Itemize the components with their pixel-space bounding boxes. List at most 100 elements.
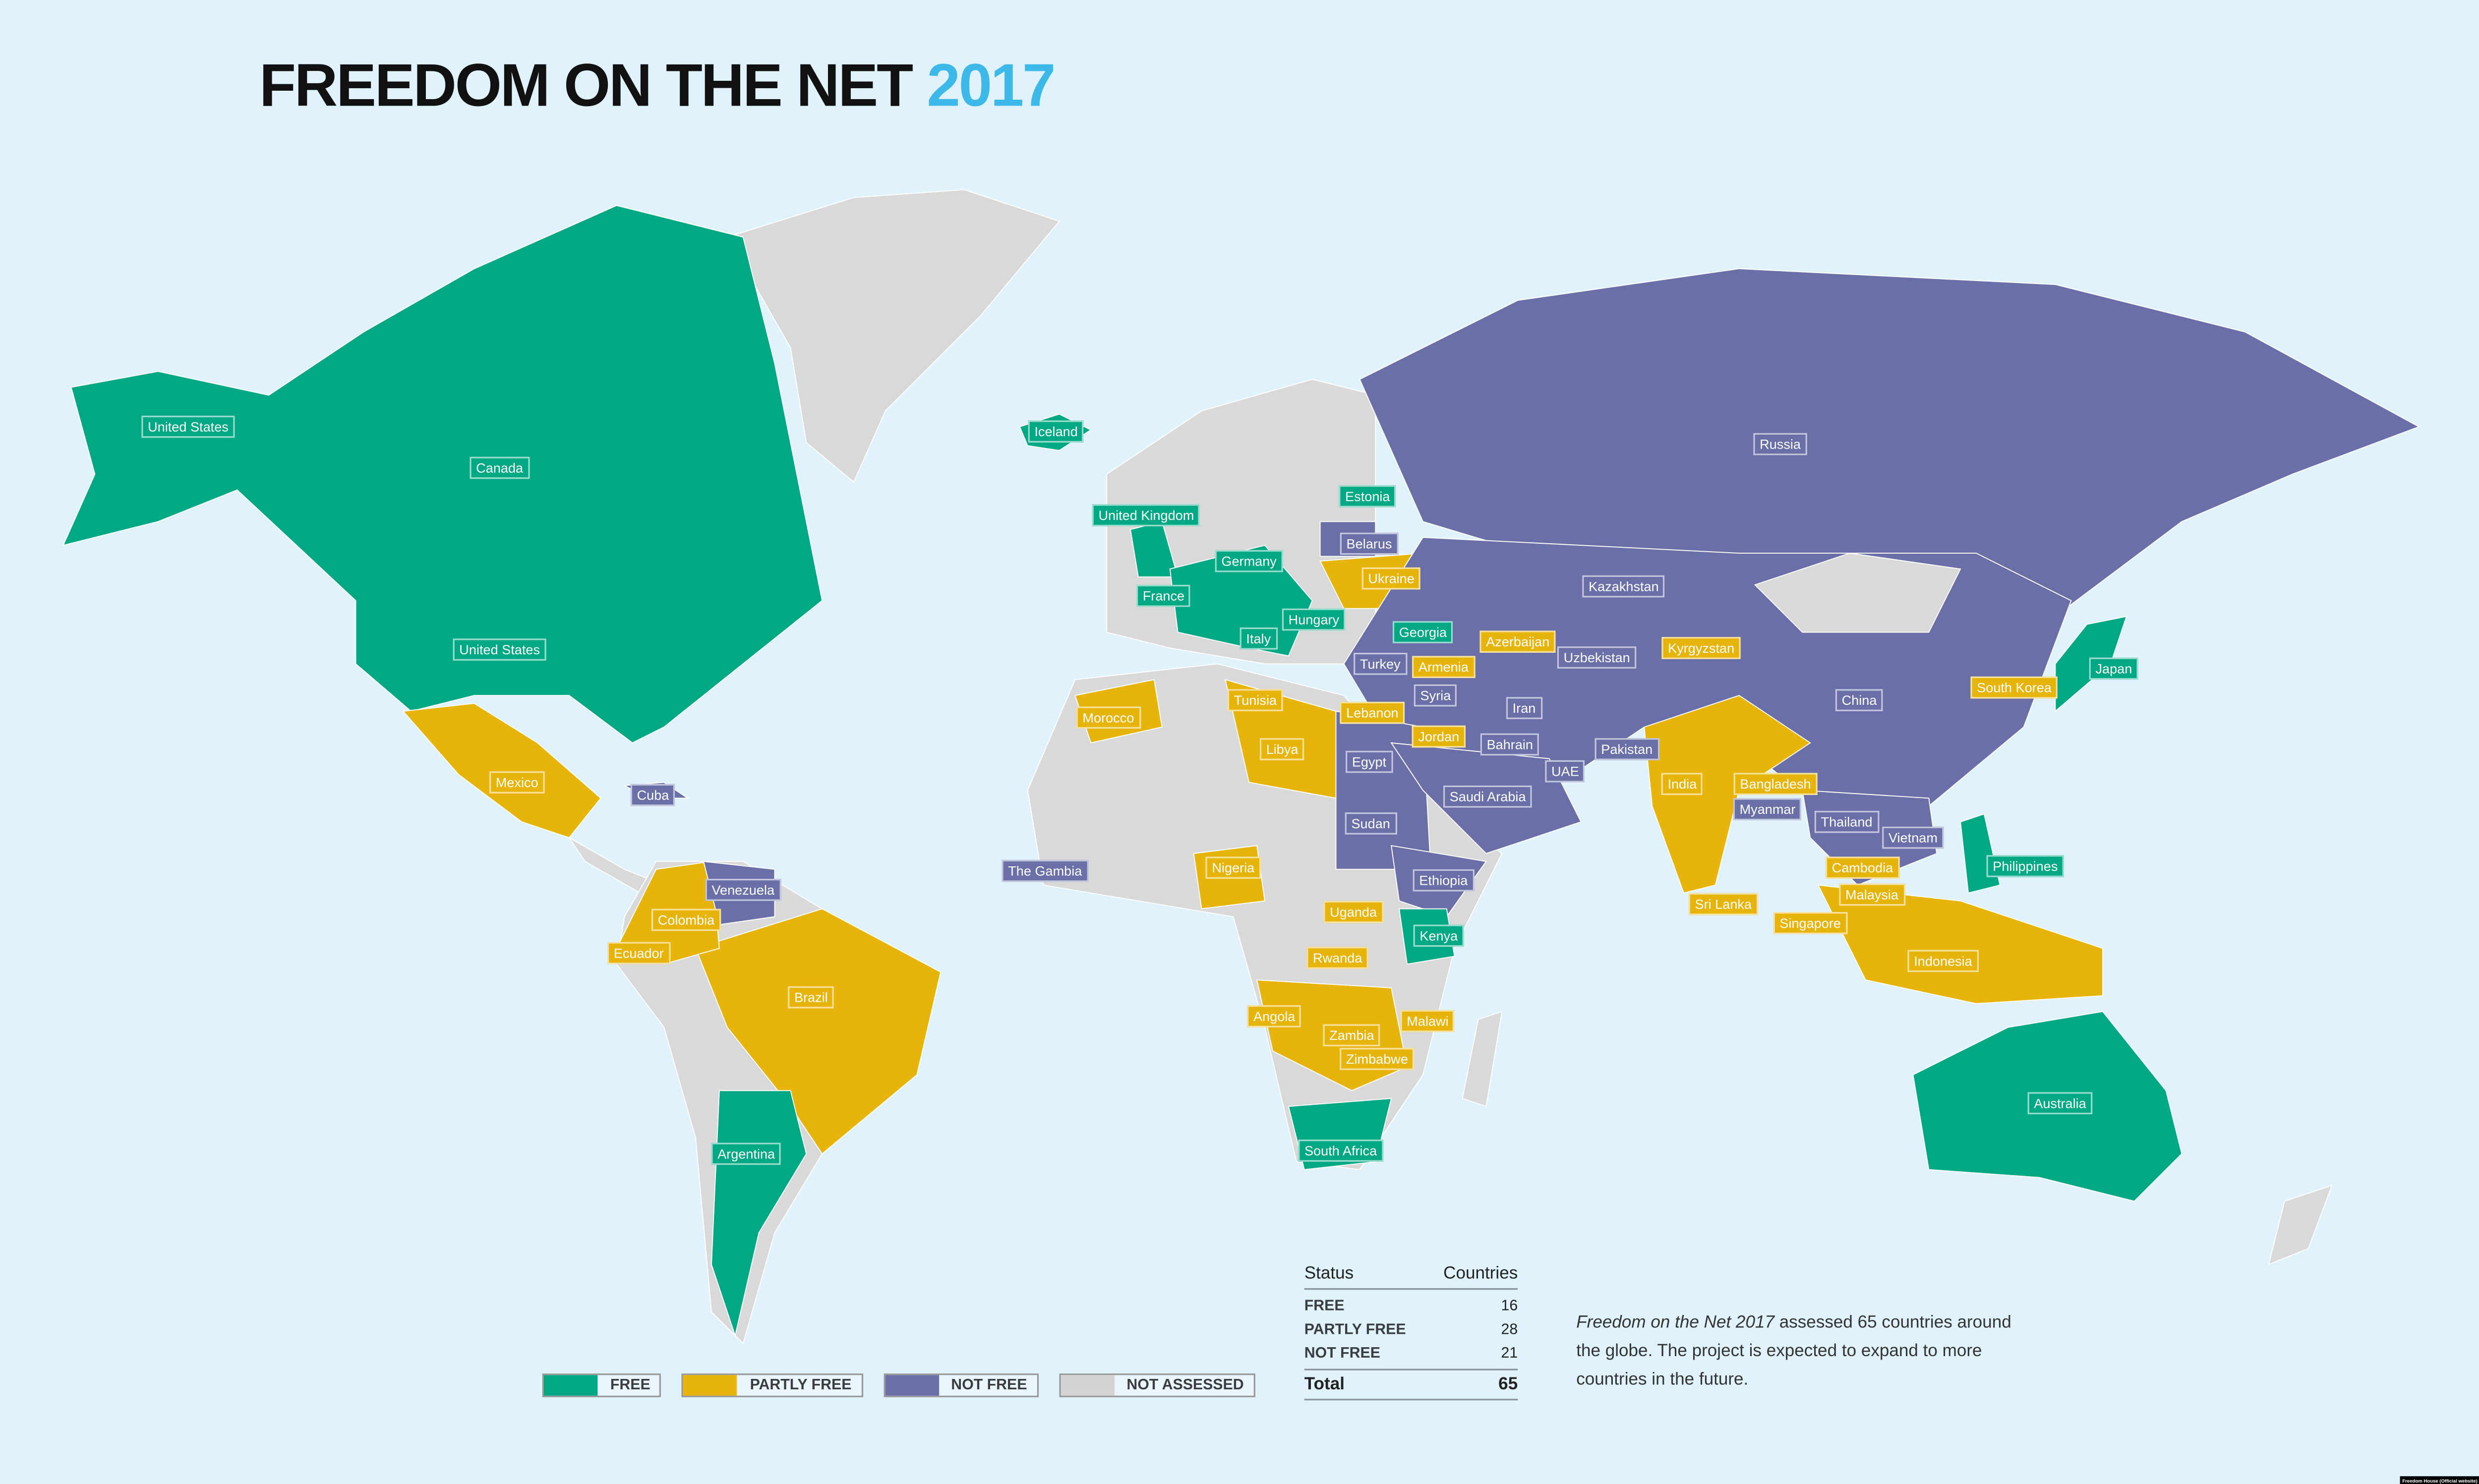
country-label: Armenia [1412,656,1475,678]
country-label: UAE [1545,760,1586,783]
row-status: PARTLY FREE [1304,1321,1406,1339]
country-label: Germany [1215,550,1283,572]
country-label: Indonesia [1907,950,1979,972]
description-note: Freedom on the Net 2017 assessed 65 coun… [1576,1309,2035,1394]
country-label: Bahrain [1480,733,1539,756]
country-label: Estonia [1339,485,1397,508]
region-philippines [1960,813,2001,894]
country-label: Brazil [788,986,834,1009]
country-label: Georgia [1392,621,1453,643]
country-label: Pakistan [1594,738,1659,760]
country-label: Colombia [651,909,721,931]
page-title: FREEDOM ON THE NET 2017 [259,54,1056,121]
country-label: Cuba [630,784,676,806]
country-label: Ukraine [1361,567,1421,590]
country-label: Iran [1506,697,1542,719]
country-label: Turkey [1354,652,1407,675]
country-label: United States [453,638,546,661]
table-row: FREE 16 [1304,1295,1518,1318]
country-label: Thailand [1814,810,1879,833]
legend-partly-free: PARTLY FREE [682,1373,863,1397]
country-label: United States [141,415,235,438]
country-label: Vietnam [1882,826,1944,849]
country-label: Libya [1259,738,1305,760]
legend-free: FREE [542,1373,662,1397]
country-label: Kyrgyzstan [1661,637,1741,659]
header-countries: Countries [1443,1264,1518,1284]
country-label: France [1136,584,1191,607]
table-total-row: Total 65 [1304,1369,1518,1401]
region-mongolia [1754,553,1961,633]
country-label: Jordan [1412,725,1466,748]
legend-label: NOT FREE [951,1376,1027,1394]
region-mexico [402,703,602,839]
country-label: Mexico [489,771,545,794]
country-label: Italy [1240,627,1277,650]
country-label: Tunisia [1227,689,1283,711]
country-label: Egypt [1346,750,1393,773]
note-italic: Freedom on the Net 2017 [1576,1313,1774,1333]
country-label: Australia [2027,1092,2093,1115]
legend: FREE PARTLY FREE NOT FREE NOT ASSESSED [542,1373,1255,1397]
country-label: Iceland [1028,420,1084,443]
region-india [1644,695,1811,894]
region-new-zealand [2268,1185,2333,1265]
country-label: Zambia [1323,1024,1381,1046]
country-label: Sudan [1345,812,1397,835]
total-count: 65 [1498,1375,1518,1394]
country-label: United Kingdom [1092,504,1201,526]
legend-swatch [543,1375,598,1396]
title-text: FREEDOM ON THE NET [259,54,913,120]
title-year: 2017 [927,54,1056,120]
country-label: Syria [1414,684,1458,707]
country-label: South Africa [1298,1140,1383,1162]
country-label: Cambodia [1825,856,1899,879]
legend-label: NOT ASSESSED [1126,1376,1244,1394]
note-text: assessed 65 countries around the globe. … [1576,1313,2011,1389]
header-status: Status [1304,1264,1354,1284]
row-status: FREE [1304,1298,1345,1315]
country-label: Belarus [1340,532,1399,555]
country-label: Venezuela [705,878,781,901]
country-label: India [1661,773,1704,795]
country-label: Malawi [1400,1010,1455,1032]
country-label: Lebanon [1340,701,1405,724]
country-label: China [1835,689,1884,711]
country-label: Russia [1753,433,1807,456]
country-label: Hungary [1282,608,1346,631]
country-label: Malaysia [1839,883,1905,906]
legend-swatch [683,1375,738,1396]
country-label: Kazakhstan [1582,575,1665,598]
country-label: Singapore [1773,912,1847,934]
country-label: Kenya [1413,924,1465,947]
country-label: Uzbekistan [1557,646,1637,669]
summary-table: Status Countries FREE 16 PARTLY FREE 28 NOT… [1304,1264,1518,1401]
country-label: Uganda [1323,901,1383,923]
country-label: Bangladesh [1733,773,1818,795]
region-madagascar [1462,1011,1503,1107]
table-header: Status Countries [1304,1264,1518,1290]
country-label: Ethiopia [1413,869,1475,892]
country-label: Rwanda [1306,947,1369,969]
row-count: 16 [1501,1298,1518,1315]
country-label: Azerbaijan [1479,630,1556,653]
country-label: Nigeria [1205,856,1261,879]
country-label: Argentina [711,1142,781,1165]
country-label: Philippines [1986,855,2065,877]
table-row: PARTLY FREE 28 [1304,1318,1518,1342]
row-status: NOT FREE [1304,1345,1380,1363]
legend-not-assessed: NOT ASSESSED [1059,1373,1255,1397]
country-label: Ecuador [607,942,670,965]
country-label: Myanmar [1733,798,1802,820]
country-label: Angola [1247,1005,1302,1027]
country-label: Zimbabwe [1340,1048,1415,1070]
table-row: NOT FREE 21 [1304,1342,1518,1366]
region-argentina [710,1090,807,1338]
legend-swatch [1060,1375,1114,1396]
country-label: Saudi Arabia [1443,785,1533,808]
legend-label: FREE [610,1376,650,1394]
legend-swatch [885,1375,939,1396]
total-label: Total [1304,1375,1345,1394]
